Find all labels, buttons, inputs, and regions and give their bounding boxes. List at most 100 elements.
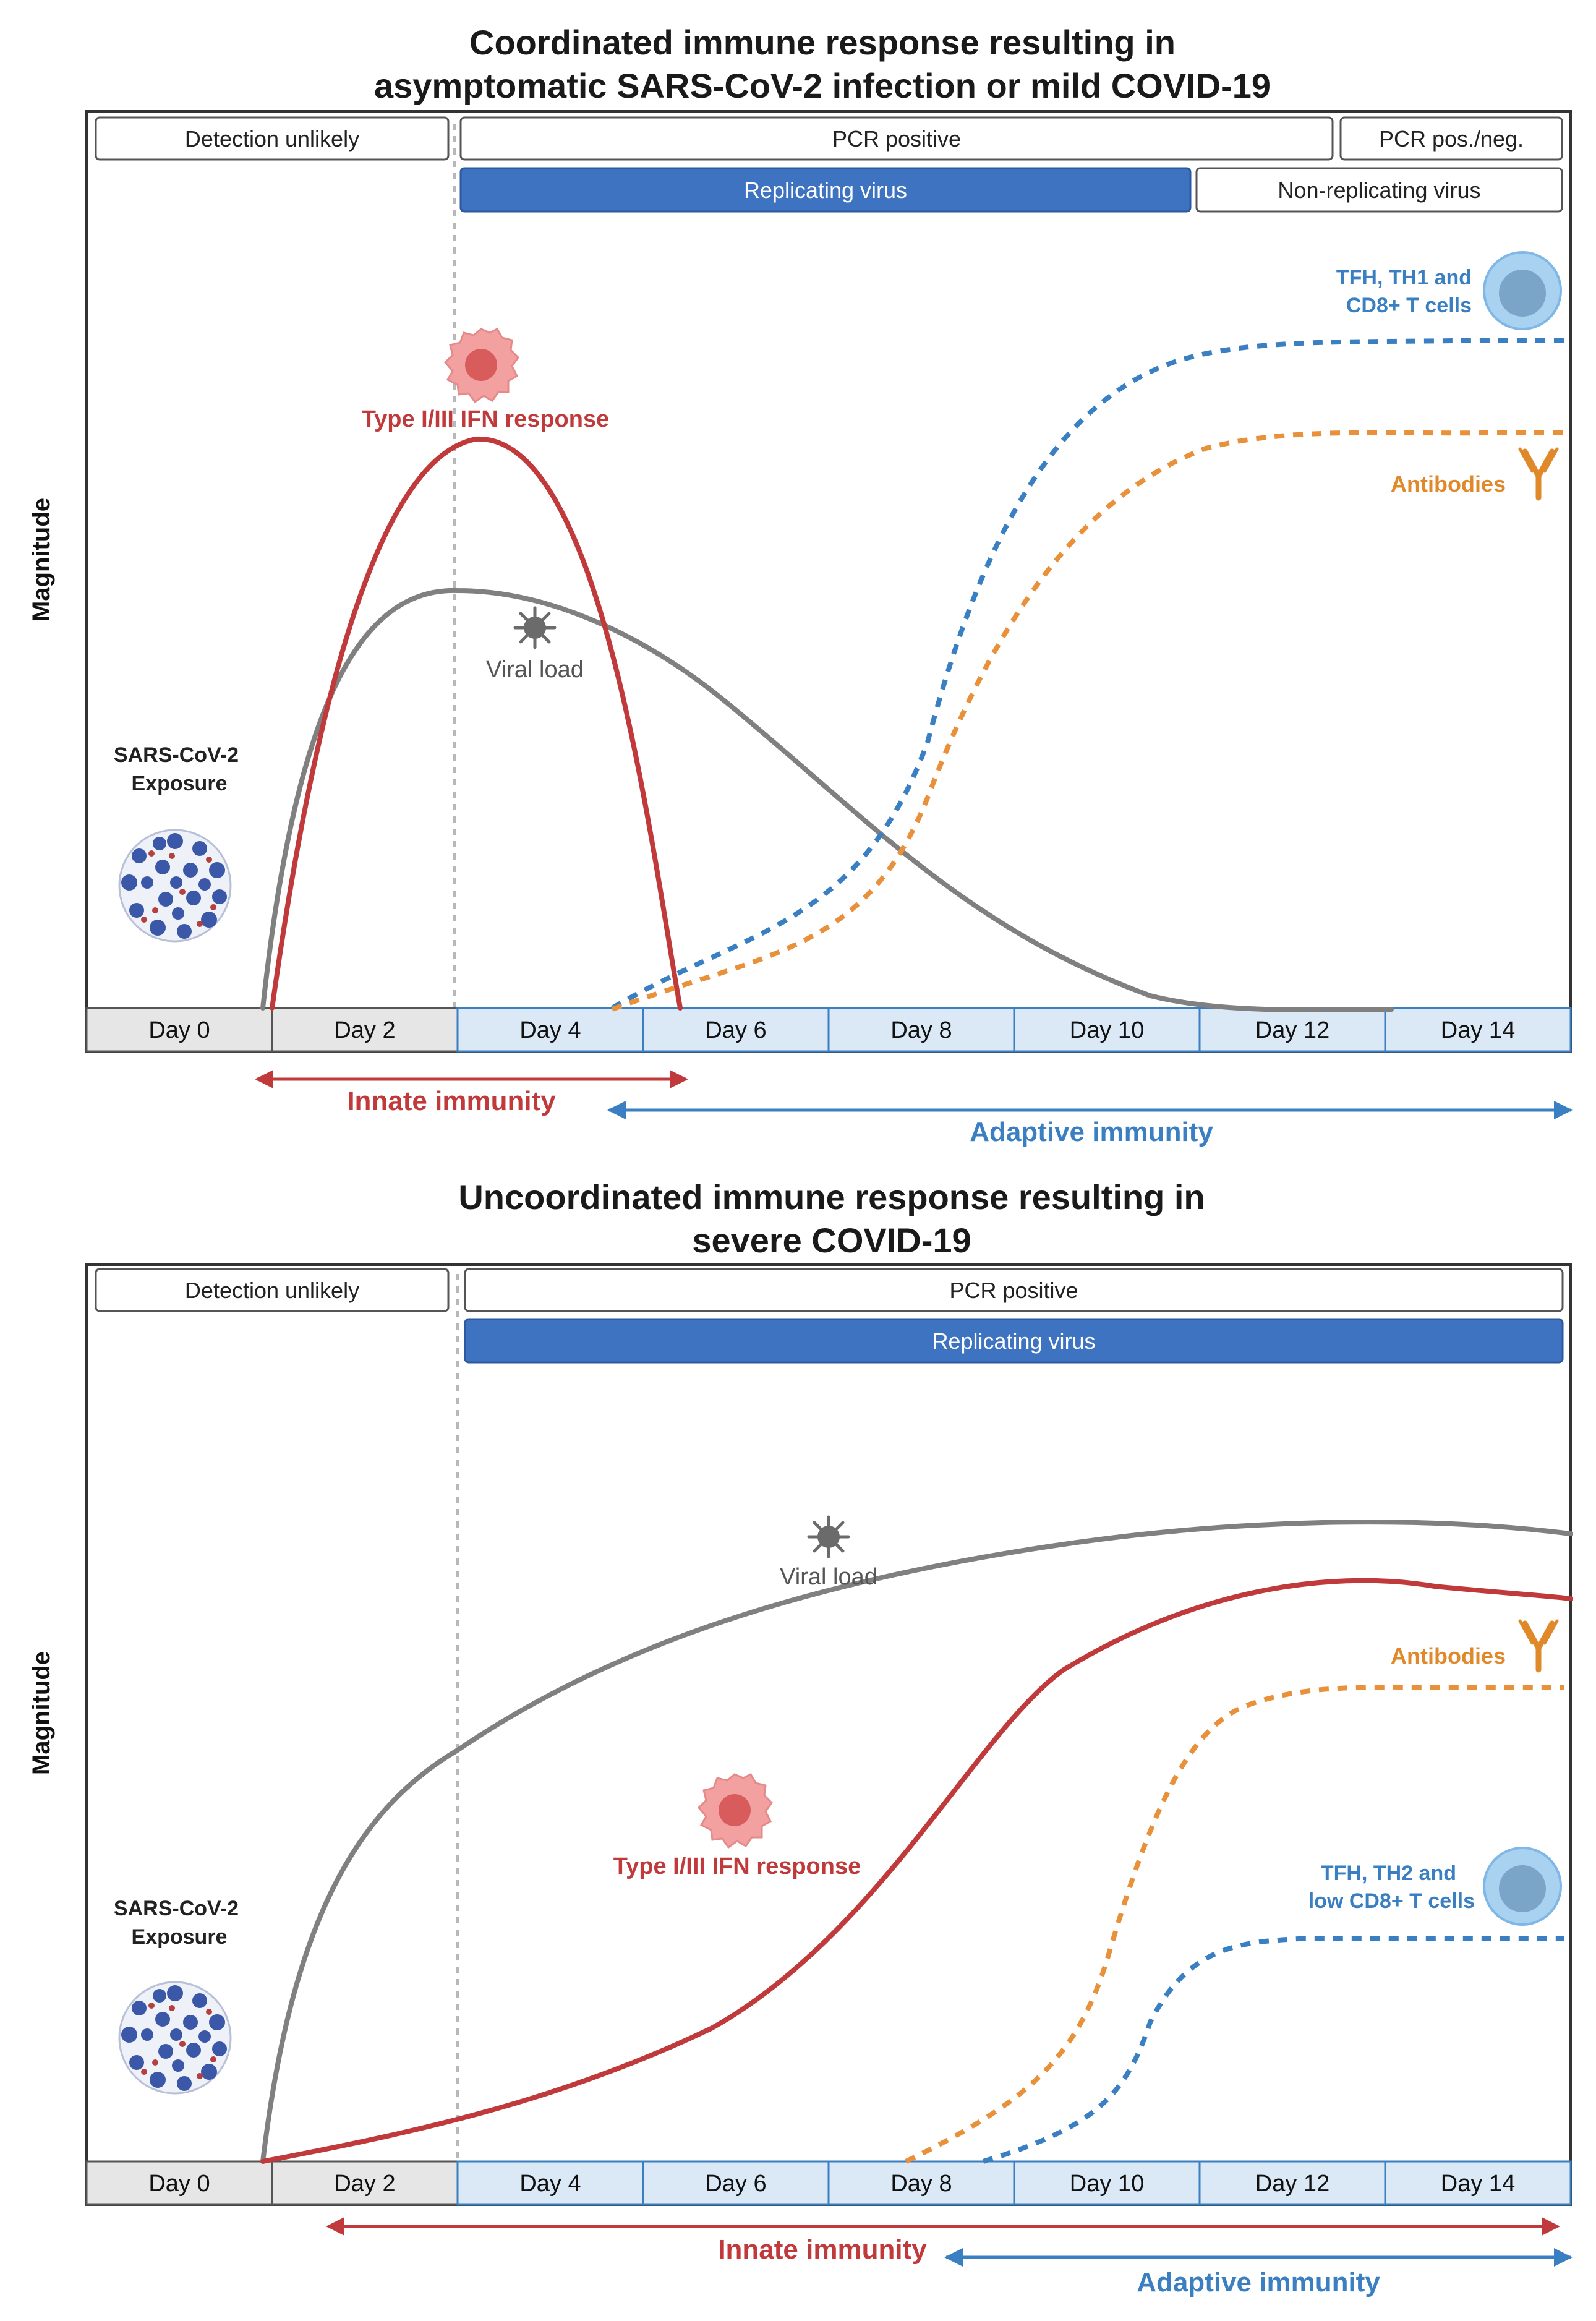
panel2-tcell-curve [982, 1936, 1564, 2164]
viral-particle-icon [515, 608, 555, 648]
panel1-detection-box-label: Detection unlikely [185, 126, 359, 152]
panel2-y-axis-label: Magnitude [28, 1651, 55, 1775]
antibody-icon [1520, 1621, 1557, 1670]
panel2-antibody-curve [905, 1684, 1564, 2164]
panel2-title-line1: Uncoordinated immune response resulting … [458, 1178, 1205, 1216]
panel2-pcr-box-frame [464, 1268, 1564, 1312]
day-cell-frame [1384, 2160, 1572, 2206]
day-label: Day 10 [1070, 1017, 1144, 1043]
day-cell: Day 4 [456, 2160, 644, 2206]
t-cell-icon [1483, 251, 1562, 330]
day-cell-frame [1198, 2160, 1386, 2206]
day-label: Day 4 [519, 2171, 581, 2197]
panel2-detection-box: Detection unlikely [95, 1268, 450, 1312]
viral-particle-icon [809, 1517, 848, 1557]
panel2-replicating-box-label: Replicating virus [932, 1328, 1095, 1354]
panel2-viral-load-label: Viral load [780, 1564, 877, 1590]
day-cell-frame [85, 1007, 273, 1053]
panel2-adaptive-immunity-label: Adaptive immunity [1137, 2267, 1380, 2297]
day-cell: Day 2 [271, 2160, 459, 2206]
panel1-pcr-box: PCR positive [459, 116, 1334, 161]
day-cell-frame [827, 1007, 1015, 1053]
antibody-icon [1520, 449, 1557, 498]
day-label: Day 0 [148, 2171, 210, 2197]
panel2-antibodies-label: Antibodies [1391, 1643, 1506, 1669]
sars-cov-2-virus-icon [118, 829, 232, 943]
panel1-viral-load-label: Viral load [486, 657, 584, 683]
day-cell-frame [1013, 1007, 1201, 1053]
day-label: Day 14 [1441, 1017, 1515, 1043]
day-cell-frame [642, 1007, 830, 1053]
panel1-antibody-curve [611, 430, 1564, 1012]
panel1-pcr-box-frame [459, 116, 1334, 161]
panel1-exposure-label-line1: SARS-CoV-2 [114, 743, 239, 767]
day-label: Day 2 [334, 1017, 395, 1043]
panel1-non-replicating-box-frame [1195, 167, 1563, 213]
panel2-replicating-box: Replicating virus [464, 1318, 1564, 1364]
panel-coordinated-response: Coordinated immune response resulting in… [28, 23, 1573, 1147]
ifn-cell-icon [698, 1773, 773, 1849]
day-label: Day 0 [148, 1017, 210, 1043]
day-cell-frame [1384, 1007, 1572, 1053]
panel2-viral-load-curve [260, 1520, 1573, 2164]
panel1-replicating-box: Replicating virus [459, 167, 1192, 213]
panel2-replicating-box-frame [464, 1318, 1564, 1364]
day-label: Day 14 [1441, 2171, 1515, 2197]
day-cell-frame [827, 2160, 1015, 2206]
day-label: Day 6 [705, 1017, 766, 1043]
panel2-tcells-label-line1: TFH, TH2 and [1321, 1862, 1456, 1885]
panel1-tcells-label-line1: TFH, TH1 and [1336, 266, 1472, 289]
panel1-antibodies-label: Antibodies [1391, 471, 1506, 497]
day-cell: Day 12 [1198, 1007, 1386, 1053]
panel2-exposure-label-line2: Exposure [132, 1925, 228, 1949]
panel1-ifn-curve [270, 436, 683, 1011]
day-label: Day 6 [705, 2171, 766, 2197]
panel1-y-axis-label: Magnitude [28, 498, 55, 622]
day-label: Day 8 [890, 2171, 952, 2197]
panel1-detection-box: Detection unlikely [95, 116, 450, 161]
day-cell: Day 8 [827, 1007, 1015, 1053]
day-label: Day 4 [519, 1017, 581, 1043]
day-cell-frame [642, 2160, 830, 2206]
panel2-tcells-label-line2: low CD8+ T cells [1308, 1889, 1475, 1913]
day-cell-frame [456, 2160, 644, 2206]
panel1-viral-load-curve [260, 588, 1394, 1012]
panel1-innate-immunity-label: Innate immunity [347, 1086, 556, 1116]
day-label: Day 2 [334, 2171, 395, 2197]
t-cell-icon [1483, 1847, 1562, 1926]
panel1-tcells-label-line2: CD8+ T cells [1346, 294, 1472, 317]
day-cell-frame [456, 1007, 644, 1053]
day-cell: Day 4 [456, 1007, 644, 1053]
panel-uncoordinated-response: Uncoordinated immune response resulting … [28, 1178, 1573, 2297]
panel1-pcr-pos-neg-box-label: PCR pos./neg. [1379, 126, 1524, 152]
ifn-cell-icon [444, 328, 519, 403]
day-cell: Day 0 [85, 1007, 273, 1053]
panel2-innate-immunity-label: Innate immunity [718, 2234, 927, 2265]
day-cell: Day 12 [1198, 2160, 1386, 2206]
day-cell: Day 8 [827, 2160, 1015, 2206]
panel2-title-line2: severe COVID-19 [692, 1221, 971, 1260]
panel1-detection-box-frame [95, 116, 450, 161]
panel1-adaptive-immunity-label: Adaptive immunity [970, 1117, 1213, 1147]
day-cell-frame [1013, 2160, 1201, 2206]
day-cell: Day 2 [271, 1007, 459, 1053]
day-cell-frame [271, 2160, 459, 2206]
sars-cov-2-virus-icon [118, 1981, 232, 2095]
day-cell: Day 6 [642, 2160, 830, 2206]
panel1-exposure-label-line2: Exposure [132, 772, 228, 795]
panel1-replicating-box-frame [459, 167, 1192, 213]
day-label: Day 12 [1255, 2171, 1329, 2197]
panel1-replicating-box-label: Replicating virus [744, 177, 907, 203]
panel1-title-line2: asymptomatic SARS-CoV-2 infection or mil… [374, 66, 1271, 105]
panel2-detection-box-label: Detection unlikely [185, 1278, 359, 1303]
day-cell: Day 6 [642, 1007, 830, 1053]
day-label: Day 12 [1255, 1017, 1329, 1043]
day-cell: Day 10 [1013, 1007, 1201, 1053]
panel2-frame [85, 1263, 1572, 2206]
day-label: Day 8 [890, 1017, 952, 1043]
day-cell: Day 10 [1013, 2160, 1201, 2206]
panel1-pcr-pos-neg-box-frame [1339, 116, 1563, 161]
panel2-ifn-label: Type I/III IFN response [613, 1853, 861, 1879]
panel2-pcr-box-label: PCR positive [949, 1278, 1078, 1303]
